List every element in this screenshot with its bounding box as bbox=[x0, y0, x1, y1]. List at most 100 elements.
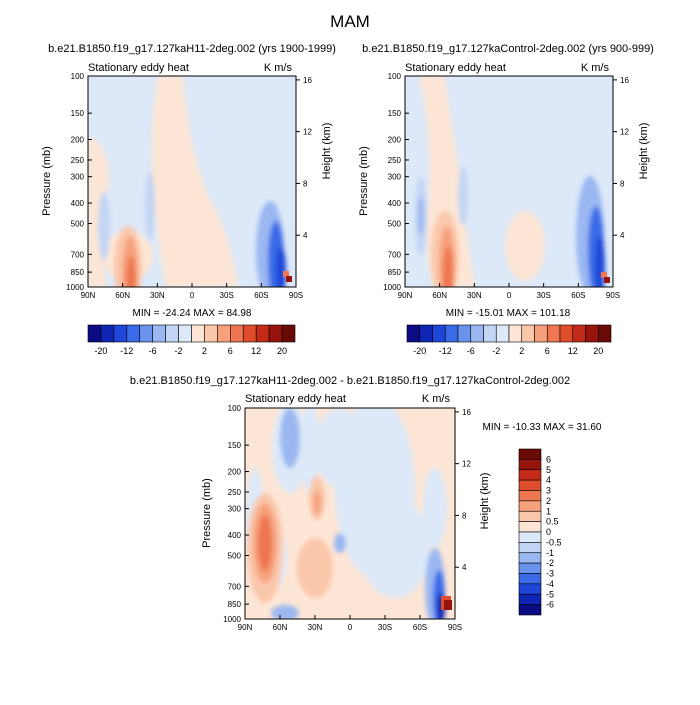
y-right-tick-label: 16 bbox=[620, 76, 629, 85]
y-tick-label: 150 bbox=[388, 109, 402, 118]
colorbar-swatch bbox=[559, 324, 574, 343]
units-label: K m/s bbox=[581, 62, 610, 74]
colorbar-2: -20 -12 -6 -2 2 6 12 20 bbox=[406, 324, 612, 356]
colorbar-swatch bbox=[518, 593, 542, 605]
y-tick-label: 700 bbox=[71, 250, 85, 259]
y-tick-label: 300 bbox=[71, 173, 85, 182]
colorbar-1: -20 -12 -6 -2 2 6 12 20 bbox=[87, 324, 296, 356]
colorbar-label: -6 bbox=[149, 346, 157, 356]
colorbar-swatch bbox=[432, 324, 446, 343]
x-tick-label: 30N bbox=[308, 623, 323, 632]
colorbar-label: 0.5 bbox=[546, 517, 559, 527]
colorbar-label: 6 bbox=[546, 454, 551, 464]
colorbar-swatch bbox=[217, 324, 231, 343]
colorbar-swatch bbox=[178, 324, 192, 343]
colorbar-label: -5 bbox=[546, 589, 554, 599]
colorbar-label: 20 bbox=[593, 346, 603, 356]
colorbar-swatch bbox=[518, 583, 542, 595]
y-tick-label: 150 bbox=[228, 441, 242, 450]
y-right-tick-label: 4 bbox=[303, 231, 308, 240]
x-tick-label: 30S bbox=[220, 291, 234, 300]
x-tick-label: 60N bbox=[115, 291, 130, 300]
y-right-tick-label: 8 bbox=[303, 179, 308, 188]
y-right-tick-label: 4 bbox=[620, 231, 625, 240]
y-tick-label: 500 bbox=[388, 219, 402, 228]
colorbar-swatch bbox=[518, 500, 542, 512]
axes-panel-1: 90N 60N 30N 0 30S 60S 90S 100 150 200 250 300 400 500… bbox=[66, 72, 312, 300]
x-tick-label: 90S bbox=[448, 623, 462, 632]
y-right-tick-label: 8 bbox=[620, 179, 625, 188]
y-tick-label: 250 bbox=[71, 156, 85, 165]
colorbar-label: 4 bbox=[546, 475, 551, 485]
y-right-axis-label: Height (km) bbox=[479, 473, 491, 530]
colorbar-swatch bbox=[139, 324, 153, 343]
colorbar-swatch bbox=[518, 552, 542, 564]
x-tick-label: 30N bbox=[467, 291, 482, 300]
colorbar-swatch bbox=[495, 324, 510, 343]
y-tick-label: 300 bbox=[388, 173, 402, 182]
colorbar-label: -2 bbox=[492, 346, 500, 356]
y-tick-label: 200 bbox=[228, 468, 242, 477]
colorbar-label: -6 bbox=[467, 346, 475, 356]
colorbar-label: -20 bbox=[94, 346, 107, 356]
units-label: K m/s bbox=[264, 62, 293, 74]
min-max-stats: MIN = -24.24 MAX = 84.98 bbox=[133, 308, 252, 319]
units-label: K m/s bbox=[422, 393, 451, 405]
colorbar-swatch bbox=[518, 562, 542, 574]
x-tick-label: 30N bbox=[150, 291, 165, 300]
y-tick-label: 250 bbox=[388, 156, 402, 165]
left-label: Stationary eddy heat bbox=[88, 62, 189, 74]
colorbar-label: 0 bbox=[546, 527, 551, 537]
colorbar-swatch bbox=[204, 324, 218, 343]
colorbar-label: 12 bbox=[251, 346, 261, 356]
colorbar-label: -6 bbox=[546, 600, 554, 610]
y-axis-label: Pressure (mb) bbox=[358, 146, 370, 216]
panel-difference: b.e21.B1850.f19_g17.127kaH11-2deg.002 - … bbox=[130, 375, 602, 620]
colorbar-label: 12 bbox=[568, 346, 578, 356]
y-right-tick-label: 16 bbox=[303, 76, 312, 85]
y-tick-label: 150 bbox=[71, 109, 85, 118]
y-tick-label: 400 bbox=[388, 199, 402, 208]
x-tick-label: 60S bbox=[413, 623, 427, 632]
y-tick-label: 850 bbox=[228, 600, 242, 609]
colorbar-label: -1 bbox=[546, 548, 554, 558]
colorbar-swatch bbox=[546, 324, 561, 343]
y-tick-label: 100 bbox=[228, 404, 242, 413]
panel-title: b.e21.B1850.f19_g17.127kaControl-2deg.00… bbox=[362, 43, 654, 55]
y-tick-label: 100 bbox=[388, 72, 402, 81]
colorbar-swatch bbox=[518, 510, 542, 522]
colorbar-label: 1 bbox=[546, 506, 551, 516]
colorbar-swatch bbox=[87, 324, 102, 343]
y-axis-label: Pressure (mb) bbox=[41, 146, 53, 216]
colorbar-swatch bbox=[444, 324, 459, 343]
colorbar-swatch bbox=[518, 521, 542, 533]
colorbar-swatch bbox=[518, 459, 542, 471]
y-right-tick-label: 12 bbox=[462, 460, 471, 469]
colorbar-swatch bbox=[100, 324, 115, 343]
colorbar-swatch bbox=[165, 324, 179, 343]
colorbar-label: 6 bbox=[228, 346, 233, 356]
x-tick-label: 30S bbox=[378, 623, 392, 632]
colorbar-swatch bbox=[113, 324, 128, 343]
colorbar-swatch bbox=[281, 324, 296, 343]
colorbar-label: 2 bbox=[519, 346, 524, 356]
x-tick-label: 90N bbox=[81, 291, 96, 300]
colorbar-swatch bbox=[518, 479, 542, 491]
colorbar-swatch bbox=[268, 324, 283, 343]
panel-h11: b.e21.B1850.f19_g17.127kaH11-2deg.002 (y… bbox=[41, 43, 336, 319]
y-tick-label: 500 bbox=[71, 219, 85, 228]
y-tick-label: 1000 bbox=[223, 615, 241, 624]
x-tick-label: 0 bbox=[348, 623, 353, 632]
contour-field bbox=[88, 76, 296, 287]
y-axis-label: Pressure (mb) bbox=[201, 478, 213, 548]
colorbar-label: -12 bbox=[439, 346, 452, 356]
colorbar-swatch bbox=[230, 324, 244, 343]
panel-title: b.e21.B1850.f19_g17.127kaH11-2deg.002 - … bbox=[130, 375, 570, 387]
contour-field bbox=[245, 408, 455, 619]
y-tick-label: 250 bbox=[228, 488, 242, 497]
x-tick-label: 60S bbox=[254, 291, 268, 300]
colorbar-swatch bbox=[255, 324, 270, 343]
colorbar-swatch bbox=[457, 324, 472, 343]
y-tick-label: 100 bbox=[71, 72, 85, 81]
